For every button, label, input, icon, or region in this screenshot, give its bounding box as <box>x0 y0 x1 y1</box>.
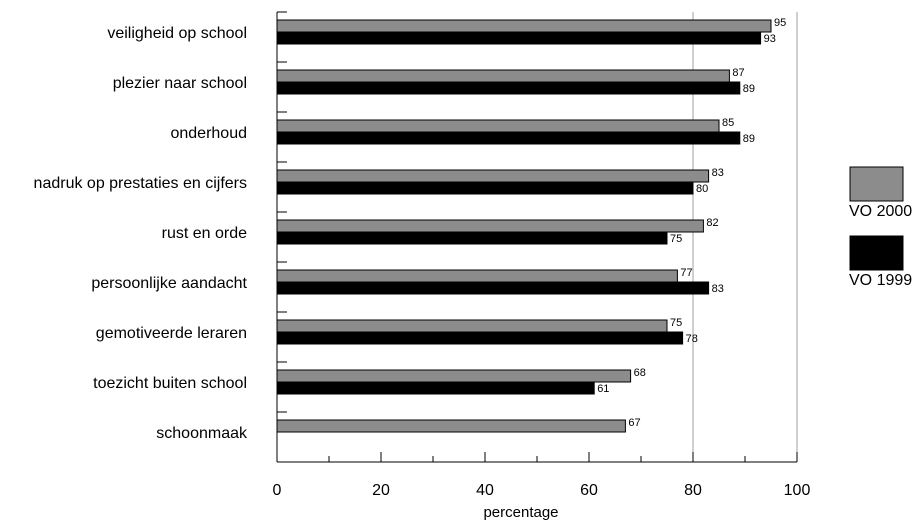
bar-vo2000 <box>276 419 626 433</box>
value-label: 61 <box>597 383 609 395</box>
x-tick-labels: 0 20 40 60 80 100 <box>273 482 811 499</box>
category-label: persoonlijke aandacht <box>91 275 247 292</box>
bar-vo2000 <box>276 369 632 383</box>
bar-vo2000 <box>276 19 772 33</box>
bar-vo2000 <box>276 69 730 83</box>
value-label: 85 <box>722 117 734 129</box>
legend-label: VO 1999 <box>849 272 912 289</box>
value-label: 89 <box>743 83 755 95</box>
category-label: gemotiveerde leraren <box>96 325 247 342</box>
value-label: 80 <box>696 183 708 195</box>
x-tick-label: 100 <box>784 482 811 499</box>
x-axis-title: percentage <box>483 504 558 521</box>
value-label: 75 <box>670 317 682 329</box>
value-label: 68 <box>634 367 646 379</box>
bar-vo2000 <box>276 269 678 283</box>
category-label: toezicht buiten school <box>93 375 247 392</box>
bar-vo1999 <box>276 331 684 345</box>
value-label: 75 <box>670 233 682 245</box>
axes <box>276 11 798 463</box>
category-labels: veiligheid op school plezier naar school o… <box>34 25 248 442</box>
x-tick-label: 20 <box>372 482 390 499</box>
value-label: 67 <box>628 417 640 429</box>
value-label: 83 <box>712 283 724 295</box>
value-label: 89 <box>743 133 755 145</box>
legend-label: VO 2000 <box>849 203 912 220</box>
value-label: 93 <box>764 33 776 45</box>
x-tick-label: 40 <box>476 482 494 499</box>
value-label: 78 <box>686 333 698 345</box>
bar-vo1999 <box>276 131 741 145</box>
category-label: rust en orde <box>162 225 247 242</box>
category-label: nadruk op prestaties en cijfers <box>34 175 247 192</box>
bar-vo1999 <box>276 31 762 45</box>
bars: 95 93 87 89 85 89 83 80 82 75 77 83 75 78 68 61 67 <box>276 17 786 433</box>
value-label: 87 <box>732 67 744 79</box>
category-label: onderhoud <box>170 125 247 142</box>
value-label: 82 <box>706 217 718 229</box>
x-tick-label: 60 <box>580 482 598 499</box>
value-label: 95 <box>774 17 786 29</box>
bar-vo1999 <box>276 231 668 245</box>
bar-vo2000 <box>276 319 668 333</box>
bar-vo2000 <box>276 169 710 183</box>
value-label: 83 <box>712 167 724 179</box>
bar-vo1999 <box>276 81 741 95</box>
bar-vo1999 <box>276 181 694 195</box>
legend-swatch <box>849 235 904 271</box>
bar-vo1999 <box>276 381 595 395</box>
bar-vo2000 <box>276 219 704 233</box>
category-label: plezier naar school <box>113 75 247 92</box>
bar-vo2000 <box>276 119 720 133</box>
bar-vo1999 <box>276 281 710 295</box>
x-tick-label: 0 <box>273 482 282 499</box>
x-tick-label: 80 <box>684 482 702 499</box>
category-label: schoonmaak <box>156 425 248 442</box>
legend: VO 2000 VO 1999 <box>849 166 912 289</box>
value-label: 77 <box>680 267 692 279</box>
legend-swatch <box>849 166 904 202</box>
category-label: veiligheid op school <box>107 25 247 42</box>
